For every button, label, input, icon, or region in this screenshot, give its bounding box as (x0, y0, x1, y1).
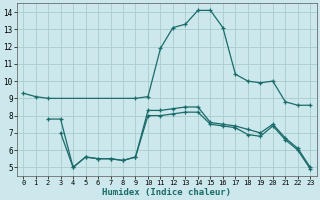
X-axis label: Humidex (Indice chaleur): Humidex (Indice chaleur) (102, 188, 231, 197)
